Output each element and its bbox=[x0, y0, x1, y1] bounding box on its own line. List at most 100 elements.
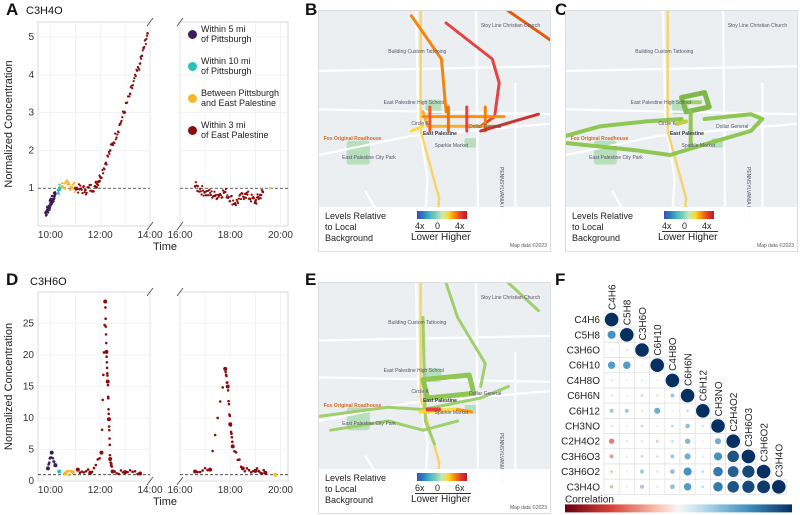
data-point bbox=[80, 470, 84, 473]
road bbox=[319, 108, 550, 116]
colorbar bbox=[565, 504, 792, 513]
data-point bbox=[221, 196, 224, 199]
data-point bbox=[244, 196, 248, 199]
correlation-circle bbox=[670, 484, 675, 490]
y-tick-label: 10 bbox=[23, 413, 35, 424]
data-point bbox=[104, 349, 109, 354]
correlation-circle bbox=[640, 455, 644, 458]
data-point bbox=[126, 470, 129, 474]
data-point bbox=[117, 131, 120, 134]
correlation-circle bbox=[686, 409, 689, 413]
correlation-circle bbox=[671, 439, 674, 443]
map-place-label: Stoy Line Christian Church bbox=[480, 23, 541, 29]
map-place-label: East Palestine City Park bbox=[589, 155, 643, 161]
data-point bbox=[85, 191, 88, 194]
correlation-circle bbox=[635, 343, 649, 357]
correlation-circle bbox=[640, 440, 644, 443]
data-point bbox=[90, 470, 94, 474]
data-point bbox=[68, 183, 71, 186]
row-label: C5H8 bbox=[574, 330, 600, 341]
data-point bbox=[108, 453, 112, 457]
data-point bbox=[202, 194, 205, 197]
correlation-circle bbox=[655, 439, 659, 443]
data-point bbox=[207, 194, 210, 197]
data-point bbox=[99, 450, 104, 455]
data-point bbox=[230, 435, 234, 439]
axis-break-mark bbox=[176, 476, 184, 486]
measurement-route bbox=[329, 419, 460, 432]
x-tick-label: 14:00 bbox=[137, 230, 162, 241]
data-point bbox=[84, 469, 88, 473]
x-tick-label: 12:00 bbox=[88, 230, 113, 241]
chart-d-c3h6o: 0 5 10 15 20 25 10:00 12:00 14:00 16:00 18:00 20:00… bbox=[3, 287, 293, 508]
data-point bbox=[234, 204, 238, 207]
data-point bbox=[208, 467, 213, 472]
axis-break-mark bbox=[176, 221, 184, 231]
map-credit: Map data ©2023 bbox=[756, 243, 794, 249]
correlation-circle bbox=[640, 364, 644, 367]
road bbox=[319, 65, 550, 73]
column-label: C5H8 bbox=[623, 299, 634, 325]
data-point bbox=[132, 79, 135, 83]
x-tick-label: 16:00 bbox=[167, 485, 192, 496]
row-label: C6H6N bbox=[567, 391, 600, 402]
map-place-label: East Palestine High School bbox=[383, 99, 444, 106]
map-place-label: East Palestine City Park bbox=[342, 155, 396, 161]
data-point bbox=[60, 181, 64, 185]
data-point bbox=[219, 194, 223, 197]
data-point bbox=[141, 49, 144, 52]
axis-break-mark bbox=[146, 287, 154, 297]
y-axis-title: Normalized Concentration bbox=[3, 60, 15, 187]
x-tick-label: 20:00 bbox=[268, 485, 293, 496]
data-point bbox=[138, 68, 141, 71]
data-point bbox=[237, 202, 240, 205]
correlation-circle bbox=[609, 454, 614, 459]
x-tick-label: 12:00 bbox=[88, 485, 113, 496]
data-point bbox=[236, 200, 239, 203]
measurement-route bbox=[409, 14, 448, 114]
data-point bbox=[224, 187, 228, 191]
data-point bbox=[110, 469, 115, 474]
correlation-circle bbox=[610, 470, 613, 473]
data-point bbox=[81, 192, 84, 195]
data-point bbox=[106, 417, 111, 422]
row-label: C6H12 bbox=[569, 406, 601, 417]
data-point bbox=[211, 449, 214, 453]
data-point bbox=[203, 466, 207, 470]
data-point bbox=[221, 386, 224, 389]
measurement-route bbox=[479, 112, 540, 133]
data-point bbox=[243, 469, 247, 473]
data-point bbox=[105, 361, 109, 364]
data-point bbox=[104, 341, 108, 345]
legend-dot bbox=[188, 126, 197, 135]
correlation-circle bbox=[685, 423, 690, 429]
map-legend: Levels Relative to Local Background 6x 0 6x Lo… bbox=[319, 469, 550, 513]
data-point bbox=[108, 437, 111, 440]
scale-tick: 0 bbox=[682, 221, 688, 231]
x-tick-label: 16:00 bbox=[167, 230, 192, 241]
data-point bbox=[226, 389, 230, 392]
map-place-label: Stoy Line Christian Church bbox=[480, 294, 541, 301]
correlation-circle bbox=[624, 408, 629, 413]
data-point bbox=[228, 414, 232, 418]
map-legend-title: Levels Relative bbox=[572, 211, 634, 221]
data-point bbox=[113, 142, 116, 145]
data-point bbox=[106, 155, 110, 158]
panel-d-label: D bbox=[6, 270, 19, 289]
data-point bbox=[75, 467, 80, 472]
data-point bbox=[260, 193, 263, 197]
x-tick-label: 18:00 bbox=[218, 230, 243, 241]
correlation-circle bbox=[713, 452, 723, 461]
map-legend-title: Levels Relative bbox=[325, 473, 387, 483]
data-point bbox=[218, 400, 222, 403]
correlation-circle bbox=[741, 449, 756, 464]
axis-break-mark bbox=[176, 17, 184, 27]
correlation-circle bbox=[683, 483, 692, 491]
column-label: C6H12 bbox=[699, 370, 710, 402]
legend-a: Within 5 mi of Pittsburgh Within 10 mi of P… bbox=[188, 24, 298, 154]
data-point bbox=[108, 456, 113, 461]
data-point bbox=[100, 176, 103, 179]
data-point bbox=[115, 136, 118, 139]
column-label: C3H6O2 bbox=[759, 423, 770, 462]
data-point bbox=[67, 473, 71, 477]
